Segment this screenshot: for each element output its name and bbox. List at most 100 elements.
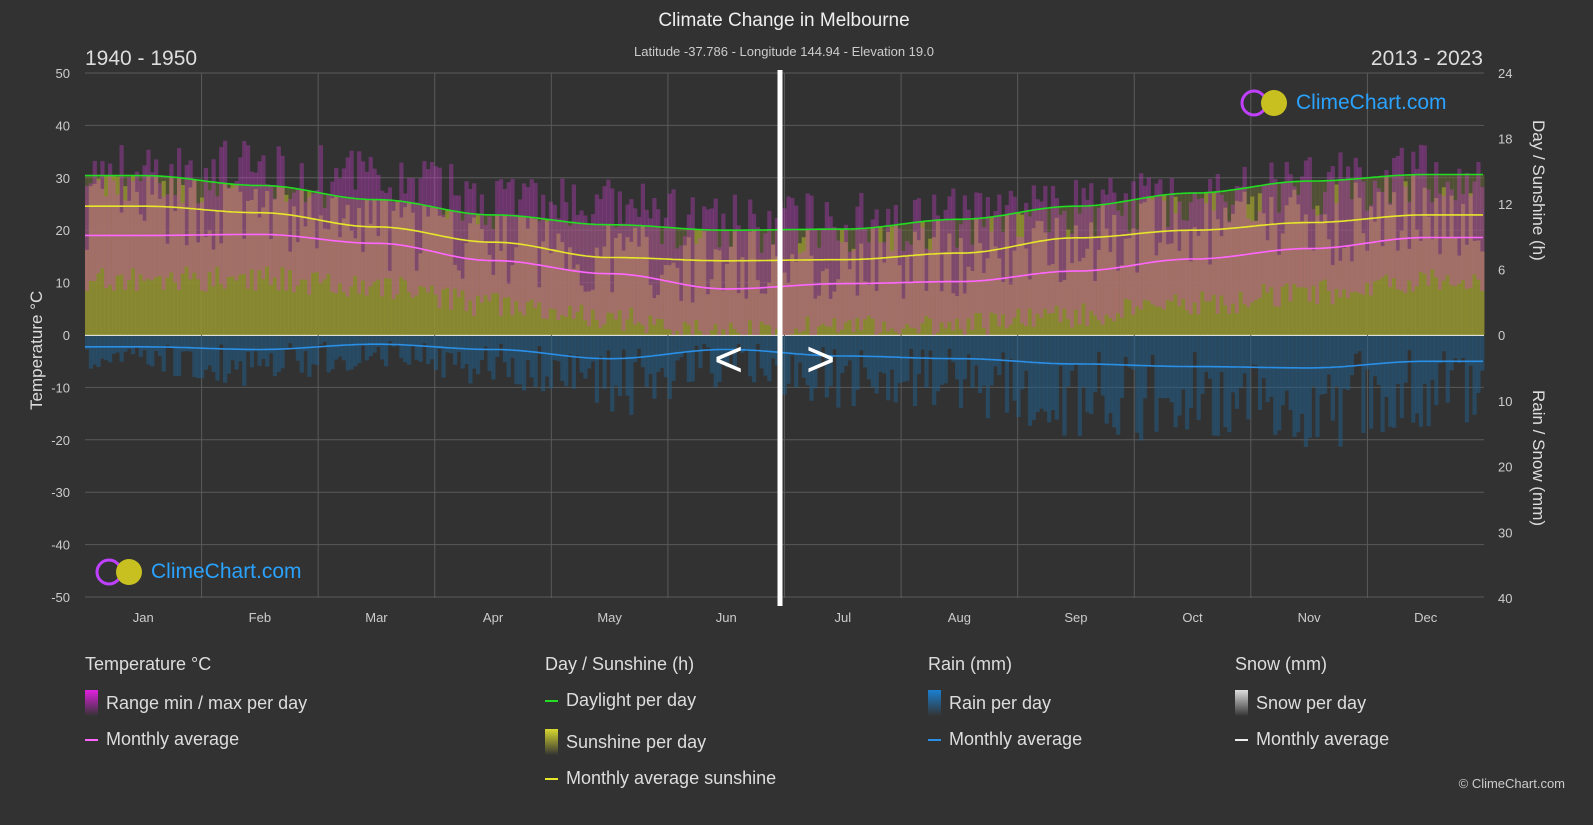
nav-prev-button[interactable]: < — [714, 331, 744, 387]
sunshine-bar — [1426, 216, 1431, 335]
sunshine-bar — [291, 206, 297, 335]
temp-range-bar — [253, 172, 258, 291]
rain-bar — [981, 336, 987, 386]
rain-bar — [575, 336, 580, 356]
rain-bar — [173, 336, 178, 377]
sunshine-bar — [142, 220, 147, 335]
rain-bar — [847, 336, 852, 361]
temp-range-bar — [383, 192, 389, 279]
legend-item: Monthly average sunshine — [545, 768, 776, 789]
rain-bar — [429, 336, 435, 360]
sunshine-bar — [763, 293, 768, 335]
rain-bar — [529, 336, 534, 378]
temp-range-bar — [955, 247, 960, 319]
temp-range-bar — [1016, 236, 1021, 309]
temp-range-bar — [1001, 231, 1006, 315]
rain-bar — [326, 336, 331, 373]
temp-range-bar — [1139, 173, 1144, 310]
temp-range-bar — [648, 218, 653, 316]
temp-range-bar — [1384, 170, 1389, 275]
rain-bar — [1139, 336, 1144, 441]
rain-bar — [142, 336, 147, 351]
rain-bar — [1200, 336, 1205, 394]
rain-bar — [1349, 336, 1355, 376]
legend-item: Monthly average — [928, 729, 1082, 750]
temp-range-bar — [851, 250, 856, 333]
temp-range-bar — [123, 200, 128, 290]
sunshine-bar — [962, 293, 967, 335]
sunshine-bar — [955, 296, 960, 335]
sunshine-bar — [529, 217, 534, 335]
daylight-bar — [813, 229, 818, 335]
temp-range-bar — [544, 221, 550, 320]
sunshine-bar — [943, 252, 948, 335]
temp-range-bar — [449, 164, 454, 310]
temp-range-bar — [629, 199, 634, 308]
rain-bar — [828, 336, 833, 387]
rain-bar — [219, 336, 224, 345]
rain-bar — [855, 336, 860, 390]
temp-range-bar — [1135, 229, 1140, 307]
x-tick-label: May — [597, 610, 622, 625]
sunshine-bar — [575, 264, 580, 335]
temp-range-bar — [847, 251, 852, 321]
rain-bar — [134, 336, 140, 348]
sunshine-bar — [1108, 251, 1113, 335]
rain-bar — [663, 336, 668, 378]
legend-heading: Temperature °C — [85, 654, 212, 674]
temp-range-bar — [1177, 201, 1182, 307]
logo-bottom: ClimeChart.com — [95, 557, 302, 587]
sunshine-bar — [1192, 227, 1197, 335]
sunshine-bar — [1418, 240, 1424, 335]
rain-bar — [96, 336, 101, 368]
sunshine-bar — [330, 198, 335, 335]
rain-bar — [1039, 336, 1044, 409]
rain-bar — [199, 336, 205, 379]
rain-bar — [291, 336, 297, 349]
temp-range-bar — [767, 210, 772, 326]
rain-bar — [261, 336, 266, 359]
temp-range-bar — [85, 185, 90, 292]
rain-bar — [613, 336, 619, 386]
rain-bar — [993, 336, 998, 367]
temp-range-bar — [951, 188, 956, 331]
period-right: 2013 - 2023 — [1370, 47, 1483, 70]
sunshine-bar — [318, 215, 324, 335]
temp-range-bar — [1438, 193, 1443, 290]
temp-range-bar — [652, 198, 657, 325]
rain-bar — [1223, 336, 1228, 428]
legend-label: Monthly average sunshine — [566, 768, 777, 788]
sunshine-bar — [1464, 244, 1470, 335]
temp-range-bar — [966, 209, 971, 319]
sunshine-bar — [613, 238, 619, 335]
sunshine-bar — [606, 224, 611, 335]
temp-range-bar — [146, 149, 151, 279]
rain-bar — [1031, 336, 1036, 420]
sunshine-bar — [1158, 242, 1163, 335]
sunshine-bar — [380, 199, 385, 335]
temp-range-bar — [1223, 201, 1228, 306]
rain-bar — [1162, 336, 1167, 399]
sunshine-bar — [498, 250, 504, 335]
daylight-bar — [767, 229, 772, 335]
rain-bar — [640, 336, 645, 368]
rain-bar — [1457, 336, 1462, 364]
sunshine-bar — [337, 237, 343, 335]
nav-next-button[interactable]: > — [806, 331, 836, 387]
sunshine-bar — [1093, 281, 1098, 335]
rain-bar — [943, 336, 948, 384]
sunshine-bar — [311, 218, 316, 335]
sunshine-bar — [127, 200, 132, 335]
rain-bar — [1004, 336, 1010, 413]
daylight-line — [85, 173, 1483, 231]
sunshine-bar — [836, 279, 841, 335]
rain-bar — [153, 336, 159, 351]
sunshine-bar — [966, 266, 971, 335]
sunshine-bar — [238, 191, 243, 335]
x-tick-label: Nov — [1298, 610, 1322, 625]
temp-range-bar — [744, 229, 749, 335]
temp-range-bar — [832, 226, 837, 319]
temp-range-bar — [1277, 212, 1282, 307]
rain-bar — [1231, 336, 1236, 393]
sunshine-bar — [242, 238, 247, 335]
